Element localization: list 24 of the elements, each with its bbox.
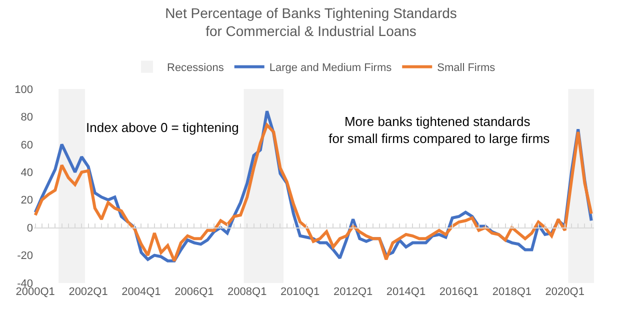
text: Recessions — [167, 62, 224, 74]
x-tick-label: 2004Q1 — [122, 286, 161, 298]
x-tick-label: 2002Q1 — [68, 286, 108, 298]
y-tick-label: 0 — [26, 222, 33, 234]
x-tick-label: 2020Q1 — [545, 286, 584, 298]
x-tick-label: 2012Q1 — [333, 286, 373, 298]
x-tick-label: 2016Q1 — [439, 286, 479, 298]
y-tick-label: 100 — [14, 84, 33, 96]
x-tick-label: 2014Q1 — [386, 286, 426, 298]
x-tick-label: 2008Q1 — [228, 286, 267, 298]
y-tick-label: 80 — [20, 112, 33, 124]
y-tick-label: 60 — [20, 139, 33, 152]
chart-title: Net Percentage of Banks Tightening Standards for Commercial & Industrial Loans — [165, 4, 457, 40]
y-tick-label: -20 — [17, 250, 33, 262]
legend-label: Small Firms — [437, 62, 496, 74]
y-tick-label: 20 — [20, 194, 33, 207]
annotation: Index above 0 = tightening — [86, 120, 239, 135]
annotation: More banks tightened standards for small firms compared to large firms — [325, 114, 550, 146]
x-tick-label: 2000Q1 — [16, 286, 55, 298]
x-tick-label: 2010Q1 — [280, 286, 320, 298]
y-tick-label: 40 — [20, 166, 33, 179]
x-tick-label: 2006Q1 — [174, 286, 214, 298]
legend-label: Large and Medium Firms — [269, 62, 392, 74]
x-tick-label: 2018Q1 — [492, 286, 532, 298]
